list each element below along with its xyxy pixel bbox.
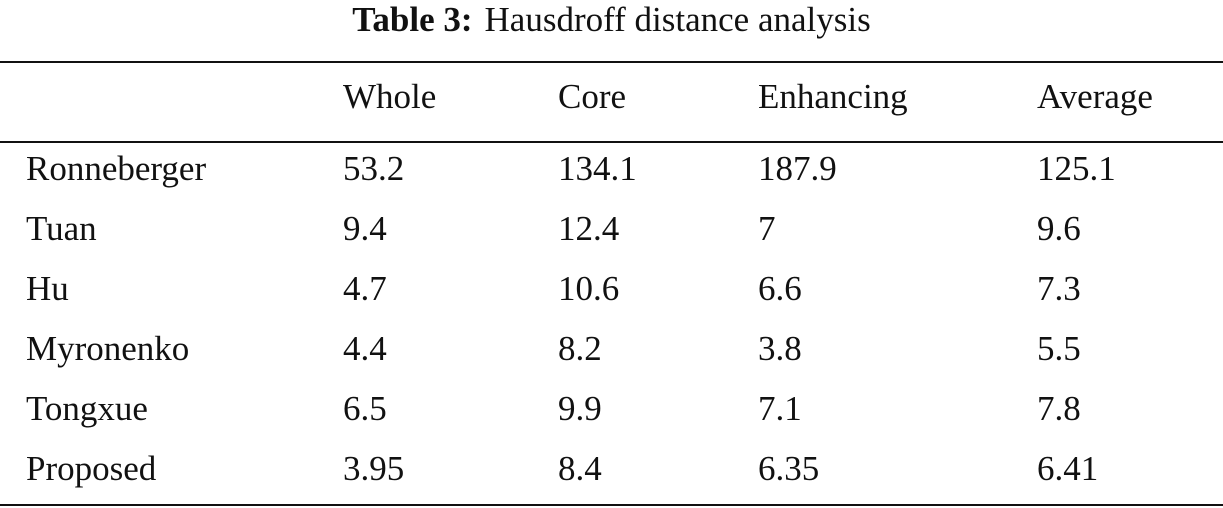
row-method-cell: Hu [26, 269, 69, 308]
row-method-cell: Tongxue [26, 389, 148, 428]
row-method-cell: Proposed [26, 449, 157, 488]
whole-value-cell: 9.4 [343, 209, 387, 248]
core-value-cell: 12.4 [558, 209, 620, 248]
enhancing-value-cell: 187.9 [758, 149, 837, 188]
table-row: Ronneberger 53.2 134.1 187.9 125.1 [0, 147, 1223, 191]
core-value-cell: 134.1 [558, 149, 637, 188]
enhancing-value-cell: 7 [758, 209, 776, 248]
table-row: Hu 4.7 10.6 6.6 7.3 [0, 267, 1223, 311]
table-row: Tuan 9.4 12.4 7 9.6 [0, 207, 1223, 251]
header-cell-average: Average [1037, 77, 1153, 116]
core-value-cell: 9.9 [558, 389, 602, 428]
average-value-cell: 9.6 [1037, 209, 1081, 248]
average-value-cell: 125.1 [1037, 149, 1116, 188]
core-value-cell: 10.6 [558, 269, 620, 308]
whole-value-cell: 4.7 [343, 269, 387, 308]
table-header-row: Whole Core Enhancing Average [0, 75, 1223, 119]
header-cell-core: Core [558, 77, 627, 116]
table-top-rule [0, 61, 1223, 63]
header-cell-whole: Whole [343, 77, 437, 116]
enhancing-value-cell: 6.6 [758, 269, 802, 308]
table-header-rule [0, 141, 1223, 143]
row-method-cell: Tuan [26, 209, 97, 248]
table-bottom-rule [0, 504, 1223, 506]
table-caption: Table 3: Hausdroff distance analysis [0, 0, 1223, 44]
whole-value-cell: 53.2 [343, 149, 405, 188]
row-method-cell: Myronenko [26, 329, 190, 368]
table-row: Myronenko 4.4 8.2 3.8 5.5 [0, 327, 1223, 371]
whole-value-cell: 3.95 [343, 449, 405, 488]
average-value-cell: 5.5 [1037, 329, 1081, 368]
average-value-cell: 7.3 [1037, 269, 1081, 308]
core-value-cell: 8.4 [558, 449, 602, 488]
table-row: Proposed 3.95 8.4 6.35 6.41 [0, 447, 1223, 491]
average-value-cell: 6.41 [1037, 449, 1099, 488]
enhancing-value-cell: 7.1 [758, 389, 802, 428]
row-method-cell: Ronneberger [26, 149, 207, 188]
average-value-cell: 7.8 [1037, 389, 1081, 428]
table-caption-label: Table 3: [352, 0, 473, 39]
table-row: Tongxue 6.5 9.9 7.1 7.8 [0, 387, 1223, 431]
header-cell-enhancing: Enhancing [758, 77, 908, 116]
enhancing-value-cell: 6.35 [758, 449, 820, 488]
whole-value-cell: 4.4 [343, 329, 387, 368]
table-caption-text: Hausdroff distance analysis [484, 0, 871, 39]
enhancing-value-cell: 3.8 [758, 329, 802, 368]
whole-value-cell: 6.5 [343, 389, 387, 428]
core-value-cell: 8.2 [558, 329, 602, 368]
